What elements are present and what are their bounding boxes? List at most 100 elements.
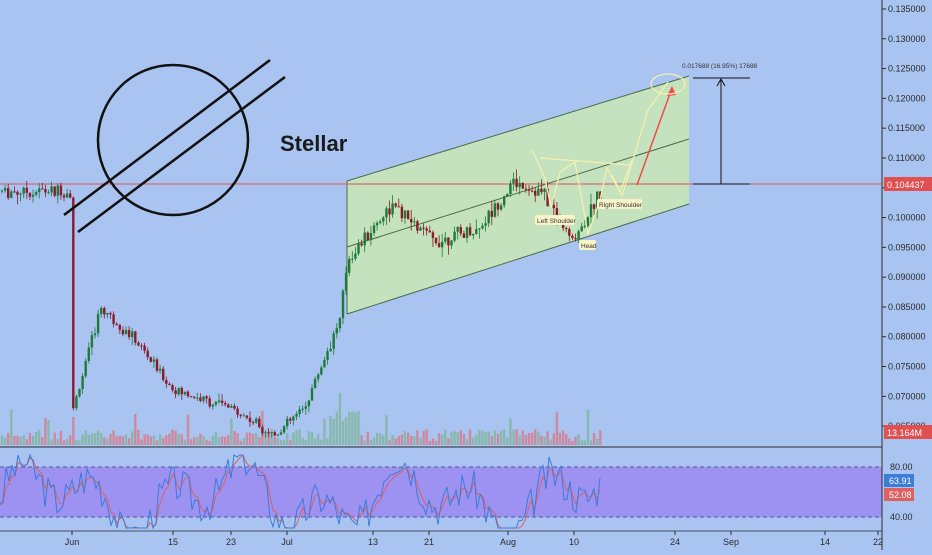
candle-body[interactable]: [400, 206, 404, 219]
candle-body[interactable]: [59, 185, 63, 196]
candle-body[interactable]: [143, 345, 146, 351]
candle-body[interactable]: [270, 432, 273, 434]
candle-body[interactable]: [580, 226, 583, 232]
candle-body[interactable]: [586, 217, 590, 227]
candle-body[interactable]: [434, 237, 438, 244]
candle-body[interactable]: [174, 390, 177, 395]
target-circle[interactable]: [650, 73, 686, 95]
candle-body[interactable]: [103, 308, 106, 315]
candle-body[interactable]: [385, 208, 388, 218]
candle-body[interactable]: [543, 188, 546, 193]
candle-body[interactable]: [13, 191, 16, 193]
candle-body[interactable]: [499, 205, 503, 210]
candle-body[interactable]: [546, 188, 549, 207]
candle-body[interactable]: [307, 400, 311, 407]
candle-body[interactable]: [518, 183, 521, 188]
candle-body[interactable]: [320, 367, 323, 375]
candle-body[interactable]: [375, 222, 379, 226]
candle-body[interactable]: [487, 210, 490, 224]
candle-body[interactable]: [419, 227, 422, 231]
candle-body[interactable]: [16, 191, 19, 195]
candle-body[interactable]: [236, 408, 239, 415]
candle-body[interactable]: [481, 225, 484, 229]
candle-body[interactable]: [574, 237, 577, 240]
candle-body[interactable]: [44, 188, 47, 193]
candle-body[interactable]: [56, 185, 59, 196]
candle-body[interactable]: [279, 432, 283, 435]
candle-body[interactable]: [437, 243, 441, 248]
candle-body[interactable]: [317, 374, 320, 379]
candle-body[interactable]: [363, 232, 366, 246]
candle-body[interactable]: [589, 204, 593, 218]
candle-body[interactable]: [0, 190, 4, 192]
candle-body[interactable]: [165, 380, 168, 384]
candle-body[interactable]: [475, 228, 478, 234]
candle-body[interactable]: [313, 378, 317, 389]
candle-body[interactable]: [78, 388, 81, 397]
candle-body[interactable]: [155, 359, 159, 371]
candle-body[interactable]: [72, 197, 75, 409]
candle-body[interactable]: [121, 329, 125, 335]
candle-body[interactable]: [552, 204, 555, 209]
candle-body[interactable]: [388, 208, 391, 215]
candle-body[interactable]: [47, 192, 50, 194]
candle-body[interactable]: [391, 203, 394, 215]
candle-body[interactable]: [301, 408, 304, 410]
candle-body[interactable]: [34, 192, 38, 195]
candle-body[interactable]: [28, 192, 32, 197]
candle-body[interactable]: [248, 417, 252, 423]
candle-body[interactable]: [258, 418, 261, 428]
candle-body[interactable]: [478, 228, 481, 230]
candle-body[interactable]: [527, 189, 531, 191]
candle-body[interactable]: [245, 415, 249, 418]
candle-body[interactable]: [515, 178, 518, 188]
projection-arrow[interactable]: [636, 87, 673, 186]
candle-body[interactable]: [106, 313, 109, 315]
candle-body[interactable]: [112, 314, 115, 324]
candle-body[interactable]: [341, 290, 345, 319]
candle-body[interactable]: [565, 228, 568, 230]
candle-body[interactable]: [162, 368, 165, 381]
candle-body[interactable]: [344, 272, 348, 291]
candle-body[interactable]: [10, 191, 13, 198]
candle-body[interactable]: [568, 229, 571, 236]
candle-body[interactable]: [304, 406, 307, 409]
candle-body[interactable]: [127, 330, 131, 338]
candle-body[interactable]: [348, 258, 351, 273]
candle-body[interactable]: [496, 203, 500, 210]
candle-body[interactable]: [205, 396, 208, 399]
candle-body[interactable]: [540, 188, 543, 193]
candle-body[interactable]: [490, 210, 493, 217]
candle-body[interactable]: [242, 415, 245, 417]
candle-body[interactable]: [583, 226, 586, 228]
candle-body[interactable]: [441, 241, 444, 248]
candle-body[interactable]: [124, 330, 128, 335]
candle-body[interactable]: [379, 221, 382, 223]
candle-body[interactable]: [450, 240, 453, 246]
candle-body[interactable]: [326, 351, 329, 361]
candle-body[interactable]: [372, 225, 376, 234]
candle-body[interactable]: [261, 427, 264, 434]
candle-body[interactable]: [425, 228, 428, 231]
candle-body[interactable]: [444, 237, 447, 242]
candle-body[interactable]: [25, 187, 28, 193]
candle-body[interactable]: [431, 232, 435, 238]
candle-body[interactable]: [65, 193, 69, 198]
candle-body[interactable]: [521, 183, 524, 189]
candle-body[interactable]: [530, 190, 534, 192]
candle-body[interactable]: [422, 227, 425, 229]
candle-body[interactable]: [382, 217, 385, 222]
candle-body[interactable]: [462, 233, 466, 238]
candle-body[interactable]: [286, 418, 289, 427]
candle-body[interactable]: [406, 210, 410, 219]
candle-body[interactable]: [394, 203, 397, 207]
candle-body[interactable]: [338, 318, 342, 329]
channel-lower-line[interactable]: [346, 203, 690, 315]
candle-body[interactable]: [93, 333, 97, 336]
candle-body[interactable]: [38, 188, 41, 193]
candle-body[interactable]: [31, 194, 35, 197]
candle-body[interactable]: [465, 227, 469, 238]
candle-body[interactable]: [323, 360, 326, 368]
candle-body[interactable]: [220, 400, 224, 404]
candle-body[interactable]: [369, 233, 373, 241]
